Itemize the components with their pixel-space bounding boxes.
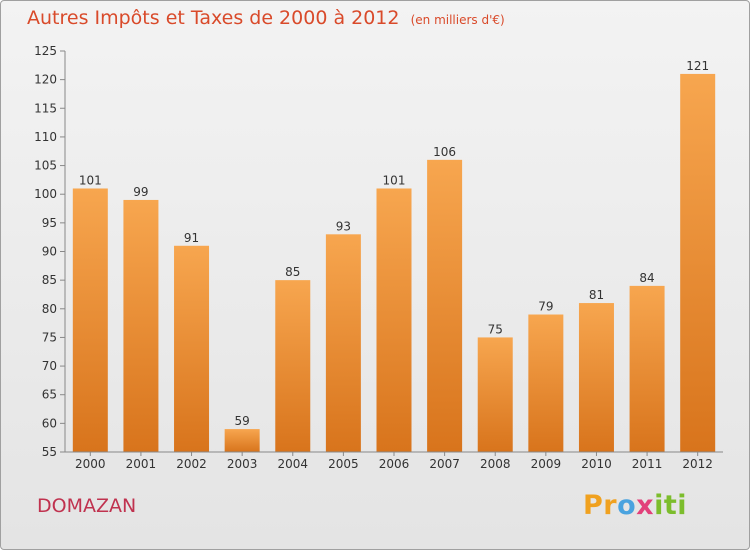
y-tick-label: 110: [34, 130, 57, 144]
bar-value-label: 93: [336, 219, 351, 233]
bar-value-label: 101: [383, 173, 406, 187]
bar-value-label: 84: [639, 271, 654, 285]
y-tick-label: 90: [42, 245, 57, 259]
bars: 101 99 91 59 85 93 101 106 75 79 81 84 121: [72, 59, 716, 453]
y-tick-label: 55: [42, 445, 57, 459]
y-tick-label: 70: [42, 359, 57, 373]
bar-value-label: 79: [538, 300, 553, 314]
bar: [123, 199, 159, 452]
logo-part: Pr: [583, 490, 618, 521]
x-tick-label: 2010: [581, 457, 612, 471]
place-name: DOMAZAN: [37, 495, 137, 517]
y-tick-label: 85: [42, 273, 57, 287]
proxiti-logo: Proxiti: [583, 490, 687, 521]
x-tick-label: 2003: [227, 457, 258, 471]
bar: [427, 159, 463, 453]
logo-part: iti: [654, 490, 688, 521]
y-tick-label: 105: [34, 159, 57, 173]
bar: [528, 314, 564, 452]
bar: [578, 303, 614, 452]
bar: [224, 429, 260, 452]
y-tick-label: 65: [42, 388, 57, 402]
bar: [680, 73, 716, 453]
x-tick-label: 2001: [126, 457, 157, 471]
x-tick-label: 2000: [75, 457, 106, 471]
x-tick-label: 2009: [531, 457, 562, 471]
x-tick-label: 2005: [328, 457, 359, 471]
x-tick-label: 2007: [429, 457, 460, 471]
bar: [275, 280, 311, 452]
logo-part: o: [617, 490, 637, 521]
bar: [629, 285, 665, 452]
x-tick-label: 2006: [379, 457, 410, 471]
y-tick-label: 75: [42, 330, 57, 344]
bar: [376, 188, 412, 452]
y-axis: 55 60 65 70 75 80 85 90 95 100 105 110 115 120 125: [34, 44, 66, 459]
bar: [174, 245, 210, 452]
x-tick-label: 2012: [682, 457, 713, 471]
x-tick-label: 2002: [176, 457, 207, 471]
x-tick-label: 2011: [632, 457, 663, 471]
y-tick-label: 120: [34, 73, 57, 87]
y-tick-label: 80: [42, 302, 57, 316]
y-tick-label: 100: [34, 187, 57, 201]
bar-value-label: 106: [433, 145, 456, 159]
bar-value-label: 91: [184, 231, 199, 245]
bar-value-label: 75: [488, 322, 503, 336]
bar-value-label: 99: [133, 185, 148, 199]
bar-value-label: 121: [686, 59, 709, 73]
chart-title: Autres Impôts et Taxes de 2000 à 2012: [27, 7, 400, 29]
bar: [477, 337, 513, 452]
logo-part: x: [636, 490, 655, 521]
bar: [72, 188, 108, 452]
bar: [325, 234, 361, 452]
bar-value-label: 59: [235, 414, 250, 428]
x-axis: 2000 2001 2002 2003 2004 2005 2006 2007 2008 2009…: [65, 451, 723, 471]
y-tick-label: 60: [42, 416, 57, 430]
x-tick-label: 2004: [277, 457, 308, 471]
bar-value-label: 101: [79, 173, 102, 187]
bar-value-label: 85: [285, 265, 300, 279]
chart-subtitle: (en milliers d'€): [410, 13, 505, 27]
y-tick-label: 125: [34, 44, 57, 58]
y-tick-label: 95: [42, 216, 57, 230]
y-tick-label: 115: [34, 101, 57, 115]
x-tick-label: 2008: [480, 457, 511, 471]
bar-value-label: 81: [589, 288, 604, 302]
chart-title-row: Autres Impôts et Taxes de 2000 à 2012 (e…: [27, 7, 505, 29]
